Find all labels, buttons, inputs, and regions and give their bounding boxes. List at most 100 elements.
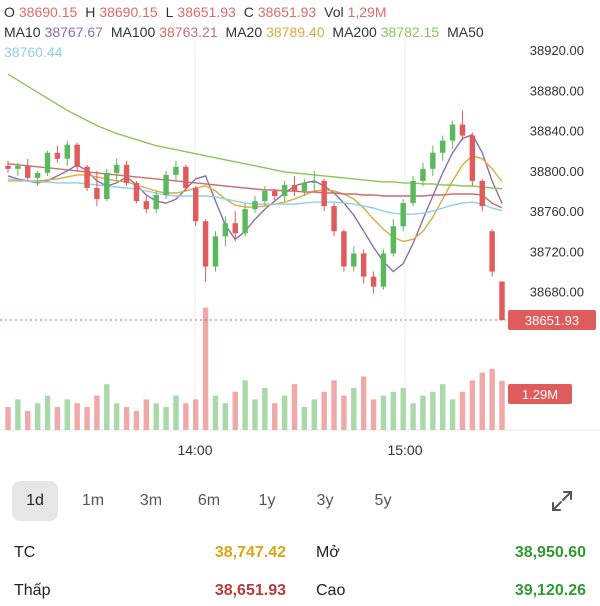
- open-stat-value: 38,950.60: [514, 544, 586, 561]
- candle-body: [113, 164, 120, 173]
- candle-body: [232, 223, 238, 234]
- close-value: 38651.93: [257, 4, 317, 20]
- candle-body: [242, 209, 248, 234]
- last-price-marker: 38651.93 1.29M: [0, 309, 596, 404]
- stats-row-2: Thấp 38,651.93 Cao 39,120.26: [0, 582, 600, 606]
- x-tick-label: 14:00: [177, 442, 212, 458]
- candlesticks: [5, 110, 505, 320]
- ma200-value: 38782.15: [380, 24, 440, 40]
- period-3m-button[interactable]: 3m: [139, 492, 163, 509]
- volume-bar: [25, 410, 31, 430]
- volume-bar: [133, 410, 140, 430]
- period-6m-button[interactable]: 6m: [197, 492, 221, 509]
- candle-body: [301, 182, 308, 191]
- candle-body: [380, 253, 387, 287]
- volume-bar: [44, 395, 51, 430]
- candle-body: [469, 135, 476, 181]
- candle-body: [410, 180, 416, 204]
- ma50-label: MA50: [447, 24, 484, 40]
- period-selector: 1d 1m 3m 6m 1y 3y 5y: [12, 481, 588, 521]
- ma20-label: MA20: [225, 24, 263, 40]
- volume-bar: [380, 395, 387, 430]
- candle-body: [143, 201, 150, 210]
- candle-body: [262, 191, 268, 202]
- tc-value: 38,747.42: [214, 544, 286, 561]
- volume-bar: [469, 380, 476, 430]
- candle-body: [360, 253, 367, 277]
- ohlc-row: O 38690.15 H 38690.15 L 38651.93 C 38651.93 …: [4, 2, 564, 22]
- period-1m-button[interactable]: 1m: [81, 492, 105, 509]
- candle-body: [123, 164, 130, 183]
- candle-body: [84, 166, 90, 188]
- candle-body: [163, 174, 169, 196]
- candle-body: [252, 201, 258, 210]
- candle-body: [331, 206, 337, 232]
- ma-line-ma200: [7, 73, 503, 190]
- volume-bar: [84, 407, 90, 430]
- y-tick-label: 38800.00: [530, 164, 584, 179]
- chart-grid: [0, 40, 600, 431]
- candle-body: [202, 221, 209, 267]
- ma-line-ma100: [7, 163, 503, 209]
- volume-bar: [459, 391, 466, 430]
- candle-body: [15, 165, 21, 169]
- candle-body: [5, 165, 11, 169]
- last-price-label: 38651.93: [525, 313, 579, 328]
- candle-body: [489, 231, 495, 272]
- candle-body: [54, 152, 61, 159]
- volume-bar: [183, 403, 189, 430]
- open-value: 38690.15: [18, 4, 78, 20]
- volume-bar: [420, 395, 426, 430]
- period-1d-button[interactable]: 1d: [12, 481, 58, 521]
- volume-bar: [54, 407, 61, 430]
- candle-body: [34, 172, 41, 178]
- volume-bar: [74, 403, 80, 430]
- x-axis: 14:00 15:00: [177, 442, 422, 458]
- candle-body: [499, 281, 505, 320]
- candle-body: [153, 195, 159, 210]
- ma10-value: 38767.67: [44, 24, 103, 40]
- volume-tag: [508, 384, 572, 404]
- volume-bar: [449, 399, 456, 430]
- ma-line-ma10: [7, 133, 503, 273]
- open-stat-label: Mở: [316, 544, 340, 561]
- volume-bar: [252, 399, 258, 430]
- tc-label: TC: [14, 544, 36, 561]
- low-value: 38651.93: [177, 4, 236, 20]
- expand-icon[interactable]: [548, 487, 576, 515]
- candle-body: [459, 124, 466, 136]
- period-5y-button[interactable]: 5y: [374, 492, 392, 509]
- vol-label: Vol: [324, 4, 344, 20]
- volume-bar: [123, 407, 130, 430]
- volume-bar: [311, 399, 317, 430]
- ma200-label: MA200: [332, 24, 377, 40]
- y-tick-label: 38720.00: [530, 244, 584, 259]
- candle-body: [272, 191, 278, 197]
- volume-bar: [499, 380, 505, 430]
- period-1y-button[interactable]: 1y: [258, 492, 276, 509]
- y-tick-label: 38680.00: [530, 285, 584, 300]
- volume-bar: [400, 387, 406, 430]
- candle-body: [183, 166, 189, 188]
- volume-bar: [193, 399, 199, 430]
- candle-body: [25, 165, 31, 178]
- volume-bar: [5, 407, 11, 430]
- ma50-row: 38760.44: [4, 42, 564, 62]
- volume-bar: [440, 384, 446, 430]
- candle-body: [173, 166, 179, 175]
- high-label: H: [85, 4, 96, 20]
- volume-bar: [281, 395, 288, 430]
- candle-body: [44, 152, 51, 173]
- volume-bar: [94, 395, 100, 430]
- period-3y-button[interactable]: 3y: [316, 492, 334, 509]
- volume-bar: [331, 380, 337, 430]
- candle-body: [351, 253, 357, 267]
- candle-body: [281, 184, 288, 197]
- low-stat-label: Thấp: [14, 582, 51, 599]
- candle-body: [311, 180, 317, 183]
- volume-bar: [153, 403, 159, 430]
- low-stat-value: 38,651.93: [214, 582, 286, 599]
- price-chart[interactable]: 38920.00 38880.00 38840.00 38800.00 38760.00…: [0, 0, 600, 470]
- volume-bar: [341, 395, 347, 430]
- volume-bar: [301, 407, 308, 430]
